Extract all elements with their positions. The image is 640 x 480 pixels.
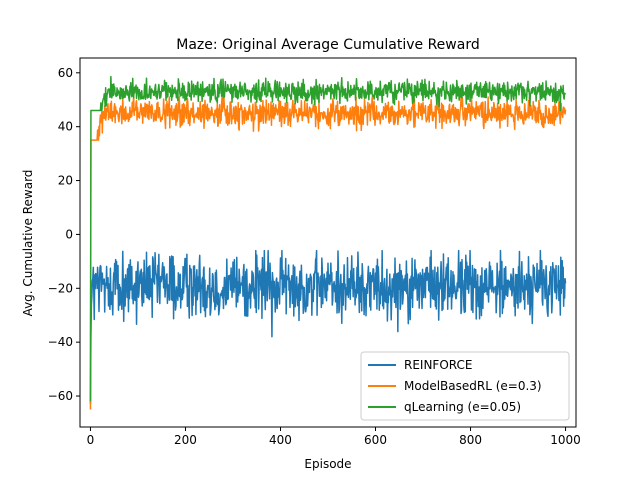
x-axis-label: Episode: [304, 457, 351, 471]
legend-box: [360, 351, 570, 421]
y-tick-label: 0: [65, 227, 73, 241]
legend: REINFORCE ModelBasedRL (e=0.3) qLearning (…: [360, 351, 570, 421]
x-tick-label: 400: [269, 433, 292, 447]
y-tick-label: 40: [58, 120, 73, 134]
chart-title: Maze: Original Average Cumulative Reward: [176, 37, 479, 53]
x-tick-label: 800: [459, 433, 482, 447]
legend-label: qLearning (e=0.05): [404, 400, 521, 414]
plot-frame: [79, 57, 577, 428]
legend-label: REINFORCE: [404, 358, 472, 372]
x-tick-label: 600: [364, 433, 387, 447]
series-line-reinforce: [89, 249, 567, 405]
y-tick-label: −60: [48, 389, 73, 403]
y-tick-label: −40: [48, 335, 73, 349]
x-tick-label: 200: [174, 433, 197, 447]
y-tick-label: −20: [48, 281, 73, 295]
legend-label: ModelBasedRL (e=0.3): [404, 379, 542, 393]
x-tick-label: 0: [87, 433, 95, 447]
y-tick-label: 60: [58, 66, 73, 80]
y-tick-label: 20: [58, 174, 73, 188]
x-tick-label: 1000: [550, 433, 581, 447]
series-line-modelbasedrl-e-0-3: [89, 96, 567, 410]
series-line-qlearning-e-0-05: [89, 75, 567, 402]
y-axis-label: Avg. Cumulative Reward: [21, 170, 35, 317]
